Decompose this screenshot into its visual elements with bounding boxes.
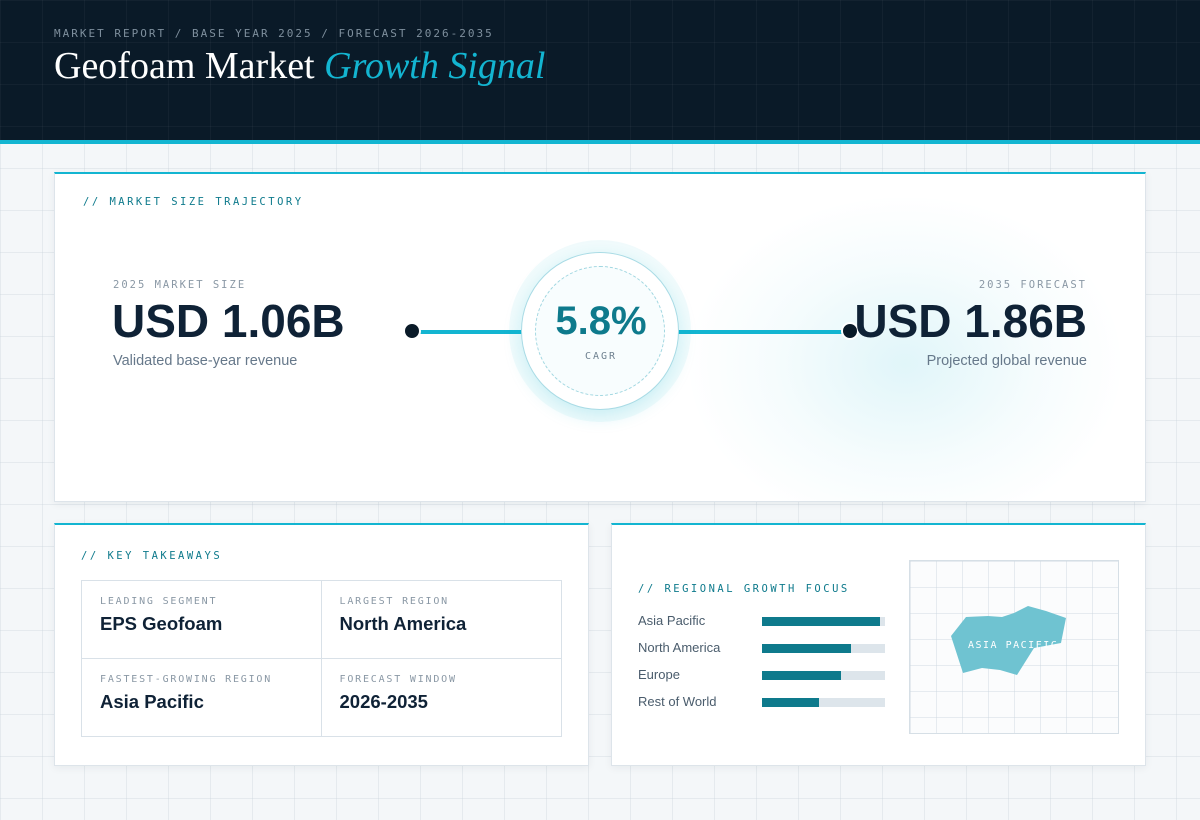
start-caption: Validated base-year revenue [113,353,298,369]
takeaway-largest-region: LARGEST REGION North America [321,581,561,659]
start-value: USD 1.06B [112,295,345,347]
region-bar-fill [762,644,851,653]
start-dot [403,322,421,340]
takeaway-label: LEADING SEGMENT [100,596,218,607]
takeaway-value: North America [339,613,467,634]
takeaway-value: Asia Pacific [100,690,204,712]
region-bar-track [762,644,885,653]
trajectory-section-label: // MARKET SIZE TRAJECTORY [83,196,304,208]
region-name: Europe [638,667,680,682]
takeaways-section-label: // KEY TAKEAWAYS [81,550,223,562]
page-title: Geofoam Market Growth Signal [54,44,545,88]
region-bar-row: North America [638,638,888,658]
region-bar-row: Rest of World [638,692,888,712]
end-caption: Projected global revenue [926,353,1087,369]
report-header: MARKET REPORT / BASE YEAR 2025 / FORECAS… [0,0,1200,144]
takeaways-grid: LEADING SEGMENT EPS Geofoam LARGEST REGI… [81,580,562,737]
takeaway-leading-segment: LEADING SEGMENT EPS Geofoam [82,581,322,659]
takeaway-label: FASTEST-GROWING REGION [100,673,273,685]
region-bar-fill [762,617,881,626]
cagr-value: 5.8% [555,299,647,343]
regional-section-label: // REGIONAL GROWTH FOCUS [638,583,850,595]
region-name: Rest of World [638,694,717,709]
takeaway-fastest-region: FASTEST-GROWING REGION Asia Pacific [82,658,322,736]
start-eyebrow: 2025 MARKET SIZE [113,279,247,291]
takeaway-forecast-window: FORECAST WINDOW 2026-2035 [322,659,562,737]
region-name: Asia Pacific [638,613,706,628]
region-bar-track [762,617,885,626]
regional-growth-card: // REGIONAL GROWTH FOCUS Asia Pacific No… [611,523,1146,766]
end-value: USD 1.86B [854,295,1087,347]
breadcrumb: MARKET REPORT / BASE YEAR 2025 / FORECAS… [54,27,494,40]
end-eyebrow: 2035 FORECAST [978,279,1087,291]
takeaway-value: EPS Geofoam [100,613,223,634]
takeaway-value: 2026-2035 [339,690,428,712]
key-takeaways-card: // KEY TAKEAWAYS LEADING SEGMENT EPS Geo… [54,523,589,766]
region-name: North America [638,640,721,655]
asia-pacific-shape-icon [951,606,1066,675]
background-glow [685,194,1125,501]
region-map: ASIA PACIFIC [909,560,1119,734]
cagr-inner-ring: 5.8% CAGR [535,266,665,396]
cagr-badge: 5.8% CAGR [521,252,679,410]
region-bar-row: Europe [638,665,888,685]
region-bar-track [762,698,885,707]
takeaway-label: FORECAST WINDOW [339,673,457,685]
region-bar-track [762,671,885,680]
region-bar-fill [762,671,841,680]
takeaway-label: LARGEST REGION [339,596,449,607]
cagr-label: CAGR [584,351,618,362]
market-size-trajectory-card: // MARKET SIZE TRAJECTORY 2025 MARKET SI… [54,172,1146,502]
end-dot [841,322,859,340]
title-accent: Growth Signal [324,45,546,87]
map-label: ASIA PACIFIC [968,640,1059,651]
region-bar-row: Asia Pacific [638,611,888,631]
title-main: Geofoam Market [54,45,315,87]
region-bar-fill [762,698,819,707]
